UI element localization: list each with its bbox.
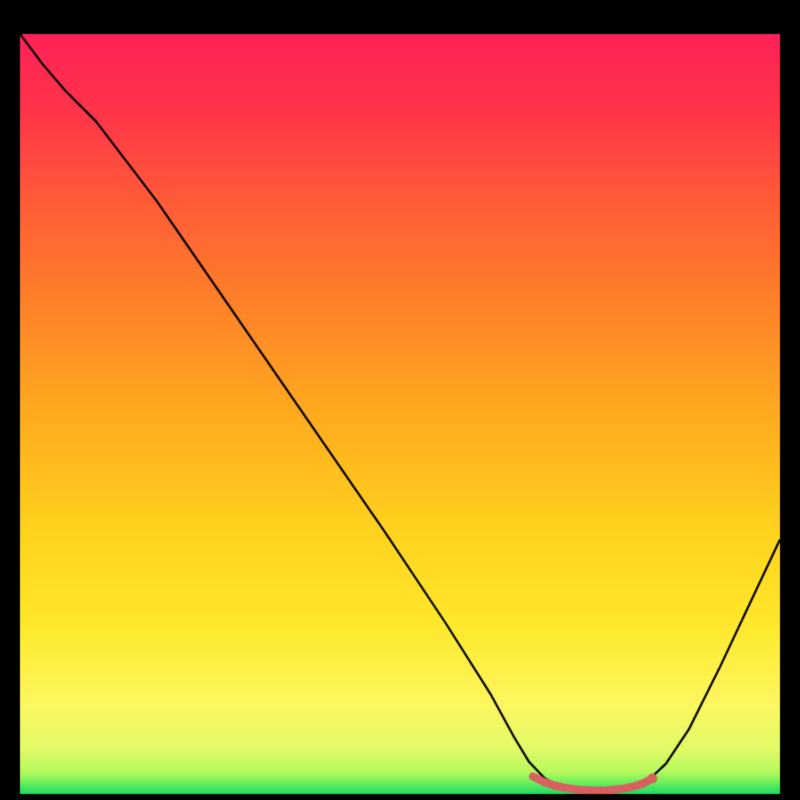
chart-container: TheBottlenecker.com [0, 0, 800, 800]
chart-canvas [0, 0, 800, 800]
